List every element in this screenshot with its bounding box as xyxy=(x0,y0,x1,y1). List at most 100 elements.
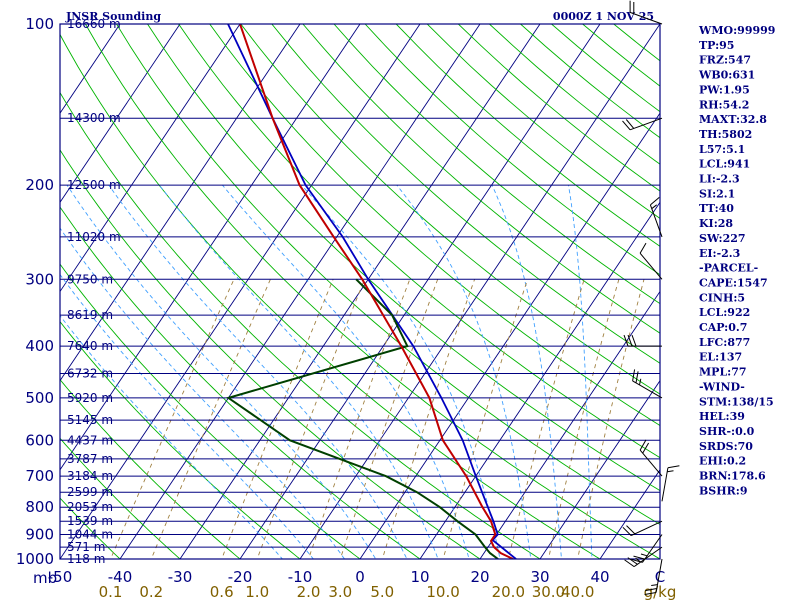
pressure-tick-label: 500 xyxy=(25,389,54,407)
mixing-ratio-line xyxy=(221,279,334,559)
wind-barb-flag xyxy=(631,558,643,563)
temperature-tick-label: 10 xyxy=(410,568,429,586)
wind-barb-staff xyxy=(639,449,663,477)
wind-barb xyxy=(639,242,663,280)
wind-barb-staff xyxy=(632,380,663,399)
wind-barb-flag xyxy=(632,369,636,381)
wind-barb-flag xyxy=(624,559,635,568)
height-label: 3787 m xyxy=(67,452,113,466)
wind-barb-flag xyxy=(627,557,638,565)
sounding-index: SHR-:0.0 xyxy=(699,425,755,438)
height-label: 12500 m xyxy=(67,178,121,192)
moist-adiabat xyxy=(60,273,314,559)
mixing-ratio-tick-label: 40.0 xyxy=(561,583,594,600)
mixing-ratio-tick-label: 2.0 xyxy=(297,583,321,600)
wind-barb-half-flag xyxy=(667,470,674,473)
height-label: 1044 m xyxy=(67,528,113,542)
moist-adiabat xyxy=(60,314,284,559)
sounding-index: L57:5.1 xyxy=(699,143,745,156)
moist-adiabat xyxy=(158,184,439,559)
dry-adiabat xyxy=(85,24,660,559)
sounding-index: LCL:941 xyxy=(699,158,750,171)
wind-barb-staff xyxy=(642,534,663,563)
height-labels: 16660 m 14300 m 12500 m 11020 m 9750 m 8619 m… xyxy=(67,17,121,566)
mixing-ratio-tick-label: 0.6 xyxy=(210,583,234,600)
height-label: 571 m xyxy=(67,540,105,554)
wind-barb-flag xyxy=(627,334,633,347)
sounding-index: CAP:0.7 xyxy=(699,321,747,334)
sounding-index: STM:138/15 xyxy=(699,395,774,408)
dry-adiabat xyxy=(116,24,660,525)
dry-adiabat xyxy=(60,437,181,559)
temperature-tick-label: 0 xyxy=(355,568,365,586)
height-label: 14300 m xyxy=(67,111,121,125)
height-label: 7640 m xyxy=(67,339,113,353)
mixing-ratio-tick-label: 5.0 xyxy=(370,583,394,600)
wind-barb-flag xyxy=(644,592,657,595)
wind-barb-flag xyxy=(650,197,660,206)
wind-barb-flag xyxy=(642,442,650,454)
dry-adiabat xyxy=(240,24,660,395)
pressure-unit-label: mb xyxy=(33,569,57,587)
sounding-index: TT:40 xyxy=(699,202,734,215)
sounding-index: EL:137 xyxy=(699,351,742,364)
temperature-tick-label: -40 xyxy=(108,568,133,586)
sounding-index: TP:95 xyxy=(699,39,734,52)
sounding-index: SI:2.1 xyxy=(699,187,735,200)
dry-adiabat xyxy=(209,24,660,427)
sounding-index: WB0:631 xyxy=(698,69,755,82)
sounding-index: KI:28 xyxy=(699,217,733,230)
sounding-index: MPL:77 xyxy=(699,366,747,379)
title-right: 0000Z 1 NOV 25 xyxy=(553,10,654,23)
pressure-tick-label: 700 xyxy=(25,467,54,485)
wind-barb xyxy=(661,465,680,502)
wind-barb xyxy=(649,197,663,238)
mixing-ratio-tick-label: 10.0 xyxy=(426,583,459,600)
sounding-index: LFC:877 xyxy=(699,336,750,349)
isotherm xyxy=(60,24,121,114)
wind-barb-flag xyxy=(635,371,639,383)
isotherm xyxy=(60,24,361,471)
sounding-index: -WIND- xyxy=(699,380,745,393)
height-label: 11020 m xyxy=(67,230,121,244)
height-label: 2599 m xyxy=(67,485,113,499)
temperature-tick-label: 30 xyxy=(530,568,549,586)
wind-barb-half-flag xyxy=(640,553,648,557)
sounding-index: LI:-2.3 xyxy=(699,173,740,186)
height-label: 6732 m xyxy=(67,367,113,381)
wind-barb-flag xyxy=(622,526,632,536)
height-label: 1539 m xyxy=(67,514,113,528)
wind-barb-staff xyxy=(629,11,663,25)
height-label: 5920 m xyxy=(67,391,113,405)
wind-barb-flag xyxy=(645,588,657,592)
temperature-tick-label: -10 xyxy=(288,568,313,586)
pressure-tick-label: 200 xyxy=(25,176,54,194)
temperature-tick-labels: -50 -40 -30 -20 -10 0 10 20 30 40 C xyxy=(48,568,665,586)
isotherm xyxy=(119,24,481,559)
sounding-index: MAXT:32.8 xyxy=(699,113,767,126)
parcel-profile-line xyxy=(227,24,517,559)
moist-adiabat xyxy=(60,227,346,559)
pressure-tick-label: 800 xyxy=(25,498,54,516)
isotherm xyxy=(60,24,421,559)
sounding-index: SW:227 xyxy=(699,232,746,245)
mixing-ratio-tick-label: 0.2 xyxy=(139,583,163,600)
isotherm xyxy=(299,24,660,559)
dewpoint-profile-line xyxy=(226,278,499,559)
dry-adiabat xyxy=(333,24,660,305)
wind-barb xyxy=(644,558,663,595)
pressure-tick-label: 900 xyxy=(25,526,54,544)
dry-adiabat xyxy=(178,24,660,459)
dry-adiabat xyxy=(60,33,601,559)
dry-adiabat xyxy=(271,24,660,364)
profiles xyxy=(226,24,517,559)
temperature-tick-label: 40 xyxy=(590,568,609,586)
wind-barb-staff xyxy=(649,204,663,238)
sounding-index: FRZ:547 xyxy=(699,54,751,67)
temperature-tick-label: 20 xyxy=(470,568,489,586)
mixing-ratio-tick-label: 1.0 xyxy=(245,583,269,600)
wind-barb-flag xyxy=(633,555,645,560)
plot-frame xyxy=(59,23,661,560)
wind-barb-flag xyxy=(631,334,637,347)
mixing-ratio-line xyxy=(442,279,529,559)
